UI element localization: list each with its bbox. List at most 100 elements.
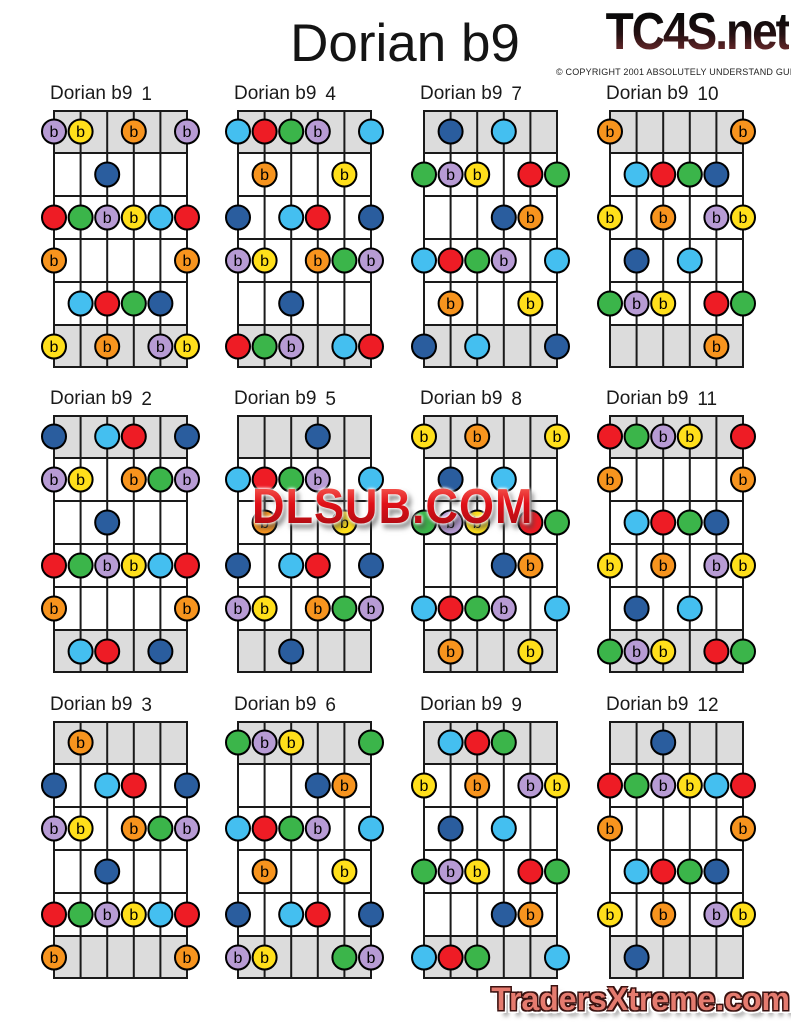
flat-label: b: [313, 253, 322, 270]
note-dot: [650, 638, 677, 665]
note-dot: [304, 466, 331, 493]
note-dot: [411, 772, 437, 799]
note-dot: [650, 729, 677, 756]
flat-label: b: [103, 907, 112, 924]
flat-label: b: [76, 124, 85, 141]
flat-label: b: [260, 253, 269, 270]
diagram-number: 3: [141, 695, 152, 716]
note-dot: [464, 729, 491, 756]
note-dot: [174, 333, 200, 360]
flat-label: b: [76, 821, 85, 838]
note-dot: [278, 901, 305, 928]
note-dot: [597, 466, 623, 493]
note-dot: [278, 815, 305, 842]
diagram-title-label: Dorian b9: [234, 388, 317, 409]
note-dot: [94, 638, 121, 665]
shaded-fret-band: [53, 936, 188, 979]
diagram-number: 10: [697, 84, 719, 105]
note-dot: [703, 772, 730, 799]
flat-label: b: [473, 864, 482, 881]
note-dot: [147, 204, 174, 231]
flat-label: b: [606, 907, 615, 924]
note-dot: [120, 290, 147, 317]
note-dot: [147, 638, 174, 665]
flat-label: b: [632, 296, 641, 313]
note-dot: [650, 509, 677, 536]
note-dot: [411, 944, 437, 971]
note-dot: [703, 161, 730, 188]
note-dot: [358, 901, 384, 928]
flat-label: b: [446, 864, 455, 881]
note-dot: [437, 729, 464, 756]
flat-label: b: [340, 864, 349, 881]
note-dot: [147, 466, 174, 493]
note-dot: [225, 944, 251, 971]
note-dot: [120, 772, 147, 799]
note-dot: [225, 595, 251, 622]
tradersxtreme-watermark: TradersXtreme.com: [491, 981, 790, 1017]
diagram-title: Dorian b9 3: [50, 694, 152, 716]
note-dot: [490, 552, 517, 579]
flat-label: b: [499, 253, 508, 270]
flat-label: b: [659, 296, 668, 313]
diagram-title-label: Dorian b9: [234, 83, 317, 104]
note-dot: [623, 509, 650, 536]
note-dot: [517, 161, 544, 188]
note-dot: [304, 118, 331, 145]
flat-label: b: [526, 778, 535, 795]
flat-label: b: [50, 821, 59, 838]
note-dot: [174, 772, 200, 799]
note-dot: [623, 247, 650, 274]
note-dot: [597, 638, 623, 665]
note-dot: [650, 423, 677, 450]
note-dot: [278, 729, 305, 756]
diagram-title-label: Dorian b9: [420, 694, 503, 715]
note-dot: [331, 772, 358, 799]
note-dot: [251, 247, 278, 274]
diagram-number: 8: [511, 389, 522, 410]
note-dot: [730, 423, 756, 450]
flat-label: b: [313, 472, 322, 489]
note-dot: [437, 944, 464, 971]
note-dot: [174, 552, 200, 579]
note-dot: [517, 858, 544, 885]
flat-label: b: [659, 210, 668, 227]
note-dot: [676, 161, 703, 188]
flat-label: b: [260, 167, 269, 184]
note-dot: [490, 815, 517, 842]
flat-label: b: [76, 472, 85, 489]
note-dot: [597, 901, 623, 928]
note-dot: [174, 423, 200, 450]
note-dot: [597, 118, 623, 145]
note-dot: [174, 247, 200, 274]
shaded-fret-band: [237, 630, 372, 673]
note-dot: [437, 638, 464, 665]
note-dot: [331, 595, 358, 622]
note-dot: [174, 595, 200, 622]
flat-label: b: [260, 601, 269, 618]
diagram-number: 1: [141, 84, 152, 105]
dlsub-watermark: DLSUB.COM: [252, 478, 534, 535]
note-dot: [490, 595, 517, 622]
diagram-number: 9: [511, 695, 522, 716]
note-dot: [544, 858, 570, 885]
note-dot: [225, 333, 251, 360]
note-dot: [251, 815, 278, 842]
flat-label: b: [526, 210, 535, 227]
note-dot: [67, 466, 94, 493]
flat-label: b: [183, 124, 192, 141]
note-dot: [703, 509, 730, 536]
flat-label: b: [183, 601, 192, 618]
note-dot: [676, 858, 703, 885]
scale-diagram: Dorian b9 1 b b b b b b b b b b b b: [41, 83, 200, 368]
note-dot: [67, 901, 94, 928]
flat-label: b: [526, 558, 535, 575]
flat-label: b: [50, 124, 59, 141]
note-dot: [517, 552, 544, 579]
note-dot: [278, 552, 305, 579]
note-dot: [331, 161, 358, 188]
note-dot: [650, 204, 677, 231]
